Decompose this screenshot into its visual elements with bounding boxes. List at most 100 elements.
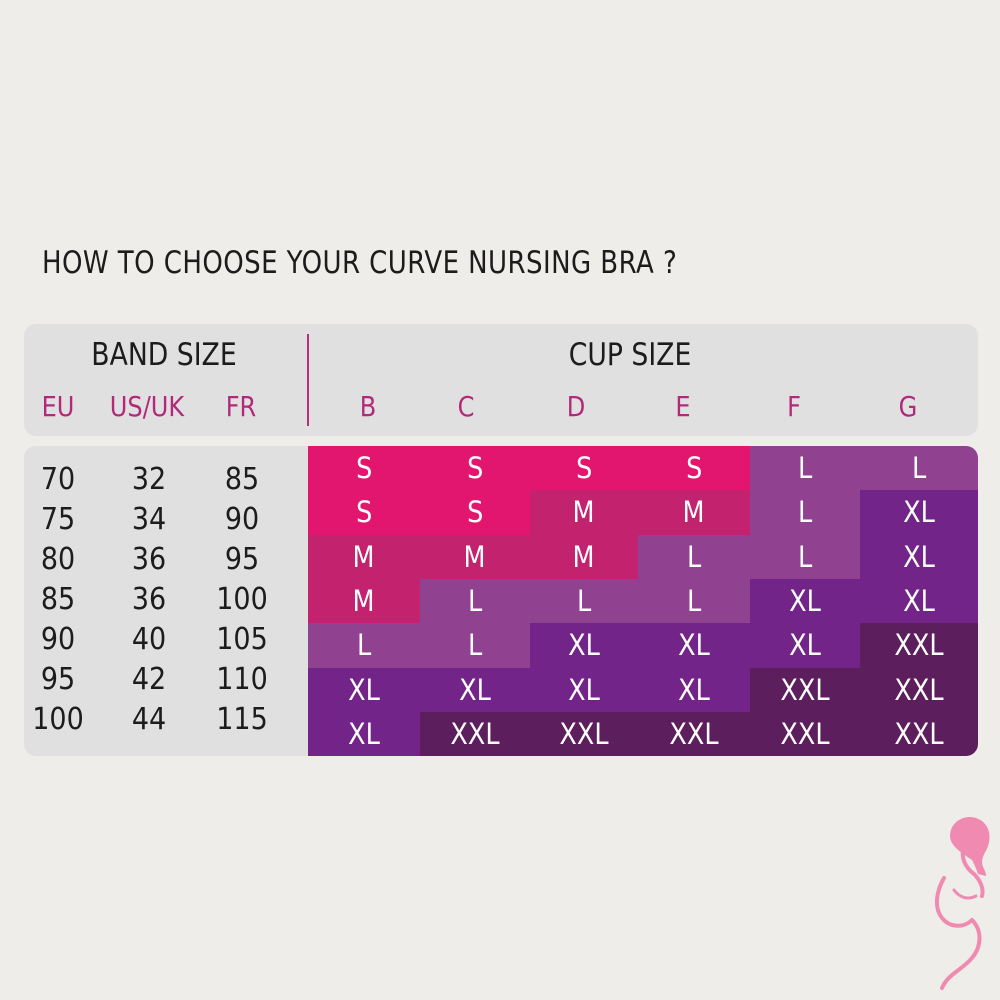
cup-size-title: CUP SIZE [568, 337, 692, 373]
size-cell-label: L [797, 539, 813, 574]
size-cell: L [750, 534, 860, 580]
size-cell-label: XXL [450, 716, 500, 751]
size-cell-label: S [355, 495, 373, 530]
size-cell-label: L [686, 583, 702, 618]
size-cell: XXL [420, 711, 530, 756]
band-col-fr: FR [225, 390, 257, 423]
size-cell: XXL [638, 711, 750, 756]
size-cell: XXL [750, 711, 860, 756]
band-size-title: BAND SIZE [91, 337, 237, 373]
size-cell: XL [420, 667, 530, 713]
size-cell: XL [750, 623, 860, 668]
size-cell: M [420, 534, 530, 580]
size-cell-label: XXL [894, 716, 944, 751]
cup-col-g: G [898, 390, 918, 423]
size-cell: L [860, 446, 978, 491]
size-cell: L [420, 623, 530, 668]
size-cell-label: L [576, 583, 592, 618]
band-fr-value: 90 [224, 502, 260, 537]
size-cell: XL [530, 623, 638, 668]
size-cell-label: M [352, 539, 376, 574]
band-us-uk-value: 44 [131, 702, 167, 737]
size-cell: S [308, 490, 420, 536]
size-cell: XL [638, 623, 750, 668]
size-cell-label: XL [678, 672, 710, 707]
band-us-uk-value: 34 [131, 502, 167, 537]
size-cell: L [308, 623, 420, 668]
band-eu-value: 95 [40, 662, 76, 697]
size-cell-label: L [356, 628, 372, 663]
band-eu-value: 85 [40, 582, 76, 617]
size-cell: M [308, 534, 420, 580]
size-cell-label: L [686, 539, 702, 574]
band-eu-value: 70 [40, 462, 76, 497]
size-cell: S [638, 446, 750, 491]
pregnant-woman-logo-icon [935, 816, 990, 990]
page-title: HOW TO CHOOSE YOUR CURVE NURSING BRA ? [42, 245, 678, 281]
size-cell: L [638, 578, 750, 624]
size-cell: XL [860, 578, 978, 624]
size-cell: XXL [860, 711, 978, 756]
cup-col-e: E [675, 390, 691, 423]
size-cell: L [638, 534, 750, 580]
size-cell: L [420, 578, 530, 624]
size-cell: M [530, 490, 638, 536]
cup-col-b: B [359, 390, 377, 423]
cup-size-grid: S S S S L L S S M M L XL M M M L L XL M L L L XL XL L L XL XL XL XXL X… [308, 446, 978, 756]
band-eu-value: 75 [40, 502, 76, 537]
band-col-us-uk: US/UK [109, 390, 185, 423]
size-cell-label: XL [903, 495, 935, 530]
size-cell-label: M [572, 495, 596, 530]
size-cell-label: XL [789, 583, 821, 618]
size-cell-label: XL [789, 628, 821, 663]
size-cell-label: M [463, 539, 487, 574]
size-cell: L [750, 490, 860, 536]
size-cell-label: XL [348, 672, 380, 707]
size-cell-label: XL [903, 583, 935, 618]
band-size-panel [24, 446, 310, 756]
band-fr-value: 105 [216, 622, 268, 657]
size-cell: XL [308, 667, 420, 713]
size-cell-label: XXL [780, 716, 830, 751]
size-cell: XXL [860, 667, 978, 713]
cup-col-c: C [457, 390, 475, 423]
cup-col-f: F [787, 390, 801, 423]
size-cell: M [308, 578, 420, 624]
band-fr-value: 100 [216, 582, 268, 617]
size-cell-label: XL [568, 672, 600, 707]
band-fr-value: 110 [216, 662, 268, 697]
size-cell: XXL [750, 667, 860, 713]
size-cell-label: M [352, 583, 376, 618]
size-cell-label: XL [678, 628, 710, 663]
size-cell: L [530, 578, 638, 624]
size-cell-label: S [466, 451, 484, 485]
band-us-uk-value: 42 [131, 662, 167, 697]
size-cell-label: L [797, 495, 813, 530]
size-cell: XL [638, 667, 750, 713]
size-cell: M [638, 490, 750, 536]
size-cell-label: XXL [780, 672, 830, 707]
band-fr-value: 85 [224, 462, 260, 497]
size-cell-label: L [467, 583, 483, 618]
size-cell-label: L [797, 451, 813, 485]
size-cell-label: S [685, 451, 703, 485]
band-eu-value: 90 [40, 622, 76, 657]
size-cell: XXL [860, 623, 978, 668]
band-col-eu: EU [41, 390, 75, 423]
size-cell-label: XL [903, 539, 935, 574]
size-cell: XXL [530, 711, 638, 756]
size-cell-label: L [911, 451, 927, 485]
table-header-panel [24, 324, 978, 436]
size-cell-label: M [572, 539, 596, 574]
size-cell: XL [308, 711, 420, 756]
size-cell: M [530, 534, 638, 580]
size-cell-label: XL [568, 628, 600, 663]
size-cell: S [308, 446, 420, 491]
size-cell-label: XXL [559, 716, 609, 751]
size-cell-label: S [466, 495, 484, 530]
band-us-uk-value: 40 [131, 622, 167, 657]
size-cell-label: L [467, 628, 483, 663]
size-cell: XL [530, 667, 638, 713]
band-us-uk-value: 36 [131, 542, 167, 577]
size-cell: XL [860, 490, 978, 536]
